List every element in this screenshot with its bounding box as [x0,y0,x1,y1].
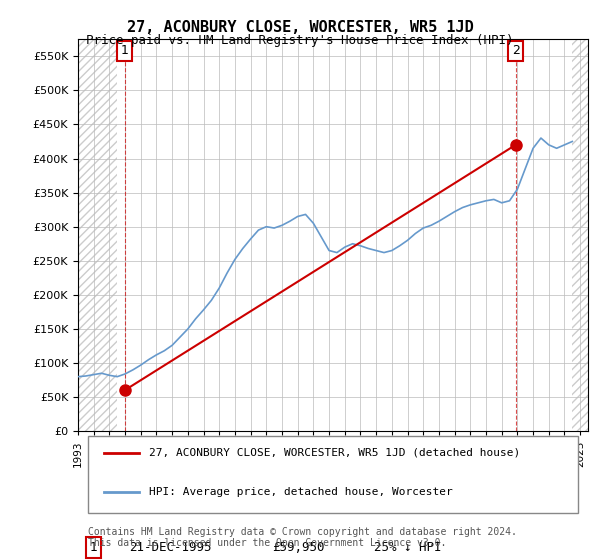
Text: £59,950: £59,950 [272,541,325,554]
Text: HPI: Average price, detached house, Worcester: HPI: Average price, detached house, Worc… [149,487,453,497]
Bar [78,39,117,431]
Text: 1: 1 [89,541,97,554]
Text: Price paid vs. HM Land Registry's House Price Index (HPI): Price paid vs. HM Land Registry's House … [86,34,514,46]
Text: 25% ↓ HPI: 25% ↓ HPI [374,541,441,554]
Text: 27, ACONBURY CLOSE, WORCESTER, WR5 1JD (detached house): 27, ACONBURY CLOSE, WORCESTER, WR5 1JD (… [149,448,521,458]
Text: Contains HM Land Registry data © Crown copyright and database right 2024.
This d: Contains HM Land Registry data © Crown c… [88,527,517,548]
Text: 27, ACONBURY CLOSE, WORCESTER, WR5 1JD: 27, ACONBURY CLOSE, WORCESTER, WR5 1JD [127,20,473,35]
Text: 1: 1 [121,44,128,58]
FancyBboxPatch shape [88,436,578,513]
Text: 2: 2 [512,44,520,58]
Text: 21-DEC-1995: 21-DEC-1995 [129,541,212,554]
Bar [572,39,588,431]
